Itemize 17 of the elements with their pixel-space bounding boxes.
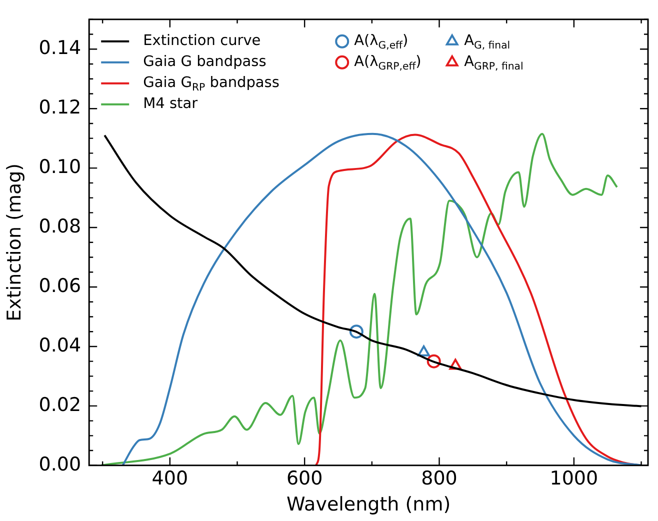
y-tick-label: 0.00: [38, 453, 82, 476]
x-tick-label: 800: [421, 468, 458, 490]
y-tick-label: 0.08: [38, 215, 82, 238]
legend-label: Gaia G bandpass: [143, 54, 266, 70]
legend-label: M4 star: [143, 96, 198, 112]
x-axis-title: Wavelength (nm): [286, 494, 451, 516]
y-tick-label: 0.10: [38, 156, 82, 178]
y-tick-label: 0.12: [38, 96, 82, 119]
y-tick-label: 0.02: [38, 394, 82, 416]
legend-label: Extinction curve: [143, 33, 261, 50]
x-tick-label: 600: [286, 468, 323, 490]
x-tick-label: 1000: [550, 468, 598, 490]
y-tick-label: 0.04: [38, 334, 82, 356]
y-tick-label: 0.06: [38, 274, 82, 297]
y-axis-title: Extinction (mag): [3, 163, 26, 322]
y-tick-label: 0.14: [38, 37, 82, 60]
x-tick-label: 400: [152, 468, 188, 490]
